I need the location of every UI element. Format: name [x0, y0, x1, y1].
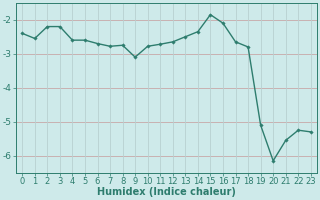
X-axis label: Humidex (Indice chaleur): Humidex (Indice chaleur)	[97, 187, 236, 197]
